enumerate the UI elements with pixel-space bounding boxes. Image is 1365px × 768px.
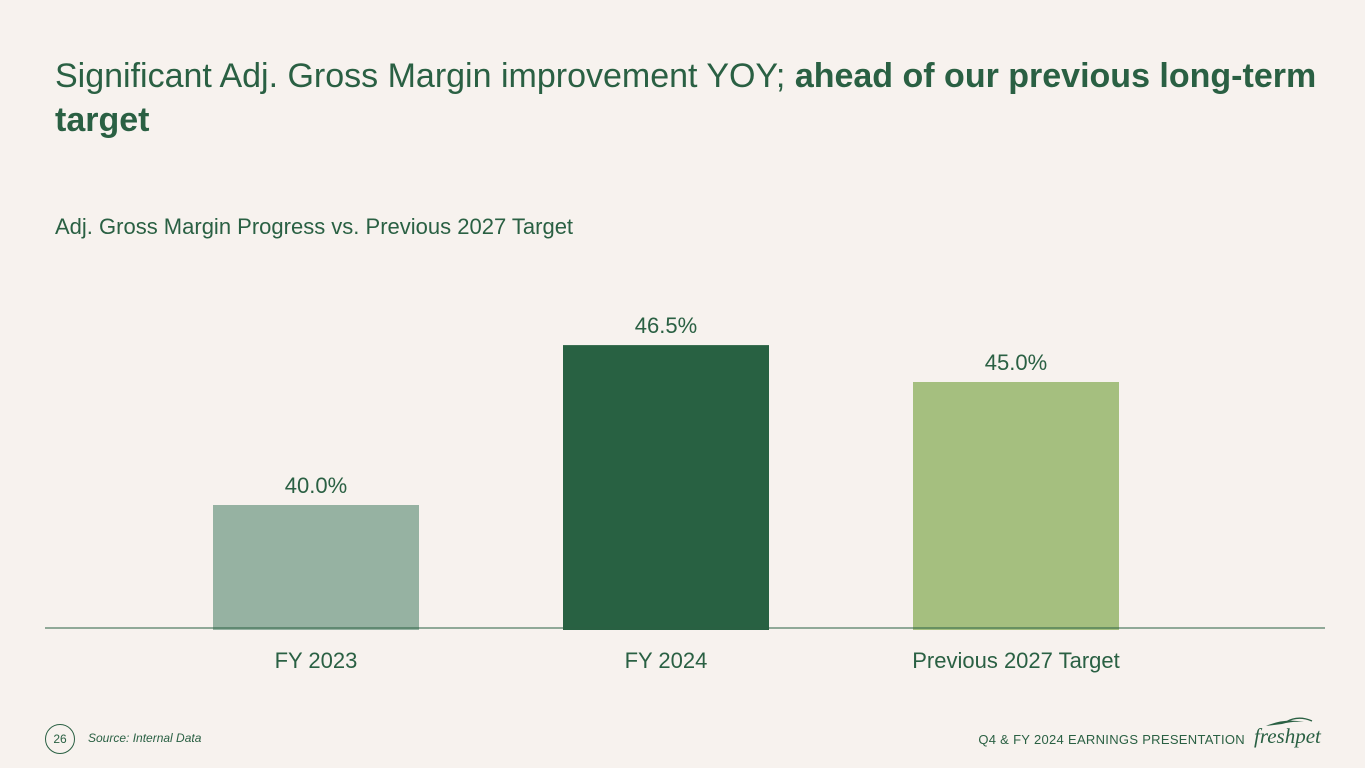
data-label: 46.5%: [635, 313, 697, 338]
category-label: FY 2024: [625, 648, 708, 673]
logo-text: freshpet: [1254, 724, 1321, 748]
source-note: Source: Internal Data: [88, 731, 202, 745]
title-bold: ahead of our previous long-term target: [55, 57, 1317, 139]
leaf-swoosh-icon: [1266, 717, 1313, 726]
slide-title: Significant Adj. Gross Margin improvemen…: [55, 54, 1325, 142]
data-label: 40.0%: [285, 473, 347, 498]
title-regular: Significant Adj. Gross Margin improvemen…: [55, 57, 795, 95]
freshpet-logo: freshpet: [1252, 716, 1326, 750]
presentation-name: Q4 & FY 2024 EARNINGS PRESENTATION: [978, 732, 1245, 747]
chart-subtitle: Adj. Gross Margin Progress vs. Previous …: [55, 214, 574, 239]
bar-fy-2023: [213, 505, 419, 630]
category-label: Previous 2027 Target: [912, 648, 1120, 673]
category-label: FY 2023: [275, 648, 358, 673]
page-number: 26: [45, 724, 75, 754]
data-label: 45.0%: [985, 350, 1047, 375]
bar-previous-2027-target: [913, 382, 1119, 630]
bar-fy-2024: [563, 345, 769, 630]
